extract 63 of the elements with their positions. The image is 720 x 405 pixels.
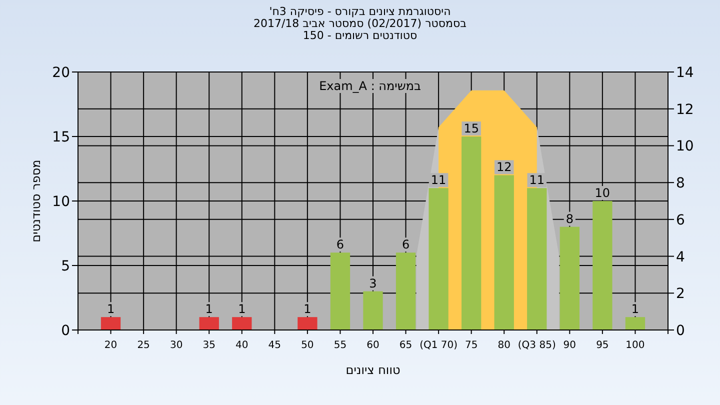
data-label: 11: [529, 173, 545, 188]
data-label: 6: [402, 238, 410, 252]
y-tick-label: 20: [52, 65, 70, 81]
bar: [527, 188, 547, 330]
x-tick-label: 95: [596, 340, 609, 351]
data-label: 1: [631, 302, 640, 316]
y-tick-label: 0: [61, 323, 70, 339]
data-label: 8: [566, 212, 574, 226]
y2-tick-label: 2: [676, 286, 685, 302]
y-tick-label: 5: [61, 258, 70, 274]
bar: [330, 252, 350, 330]
x-tick-label: (Q1 70): [420, 340, 458, 351]
x-axis-title: טווח ציונים: [346, 363, 400, 377]
x-tick-label: 25: [137, 340, 150, 351]
data-label: 3: [369, 276, 377, 290]
x-tick-label: 45: [268, 340, 282, 351]
y2-tick-label: 6: [676, 212, 685, 228]
x-tick-label: 55: [334, 340, 347, 351]
data-label: 1: [205, 302, 213, 316]
x-tick-label: 75: [464, 340, 478, 351]
data-label: 12: [496, 160, 512, 174]
x-tick-label: 35: [202, 340, 216, 351]
y2-tick-label: 14: [676, 65, 694, 81]
bar: [625, 317, 646, 330]
data-label: 1: [238, 302, 246, 316]
x-tick-label: 90: [563, 340, 576, 351]
data-label: 11: [430, 173, 446, 188]
y2-tick-label: 0: [676, 323, 685, 339]
x-tick-label: 30: [170, 340, 183, 351]
y2-tick-label: 8: [676, 176, 685, 192]
data-label: 15: [464, 122, 479, 136]
annotation: במשימה : Exam_A: [319, 79, 421, 93]
x-tick-label: 20: [104, 340, 118, 351]
bar: [560, 226, 580, 330]
bar: [396, 252, 416, 330]
x-tick-label: 50: [301, 340, 314, 351]
chart-title: היסטוגרמת ציונים בקורס - פיסיקה 3ח': [269, 5, 451, 18]
data-label: 1: [106, 302, 115, 316]
bar: [232, 317, 252, 330]
data-label: 10: [594, 186, 610, 200]
data-label: 6: [336, 238, 344, 252]
bar: [199, 317, 219, 330]
y2-tick-label: 12: [676, 102, 694, 118]
bar: [100, 317, 121, 330]
y-tick-label: 10: [52, 194, 70, 210]
y2-tick-label: 10: [676, 138, 694, 155]
chart-subtitle: בסמסטר (02/2017) סמסטר אביב 2017/18 סטודנטים רשומים - 150: [253, 17, 467, 42]
bar: [592, 201, 612, 330]
bar: [363, 291, 383, 330]
y2-tick-label: 4: [676, 249, 685, 266]
data-label: 1: [304, 302, 312, 316]
bar: [428, 188, 448, 330]
x-tick-label: 40: [236, 340, 248, 351]
x-tick-label: 65: [399, 340, 412, 351]
x-tick-label: 100: [626, 340, 645, 351]
bar: [494, 175, 514, 330]
y-axis-title: מספר סטודנטים: [29, 160, 43, 242]
x-tick-label: 80: [498, 340, 510, 351]
x-tick-label: 60: [366, 340, 380, 351]
bar: [298, 317, 318, 330]
bar: [462, 136, 482, 330]
x-tick-label: (Q3 85): [518, 340, 556, 351]
y-tick-label: 15: [52, 130, 70, 146]
